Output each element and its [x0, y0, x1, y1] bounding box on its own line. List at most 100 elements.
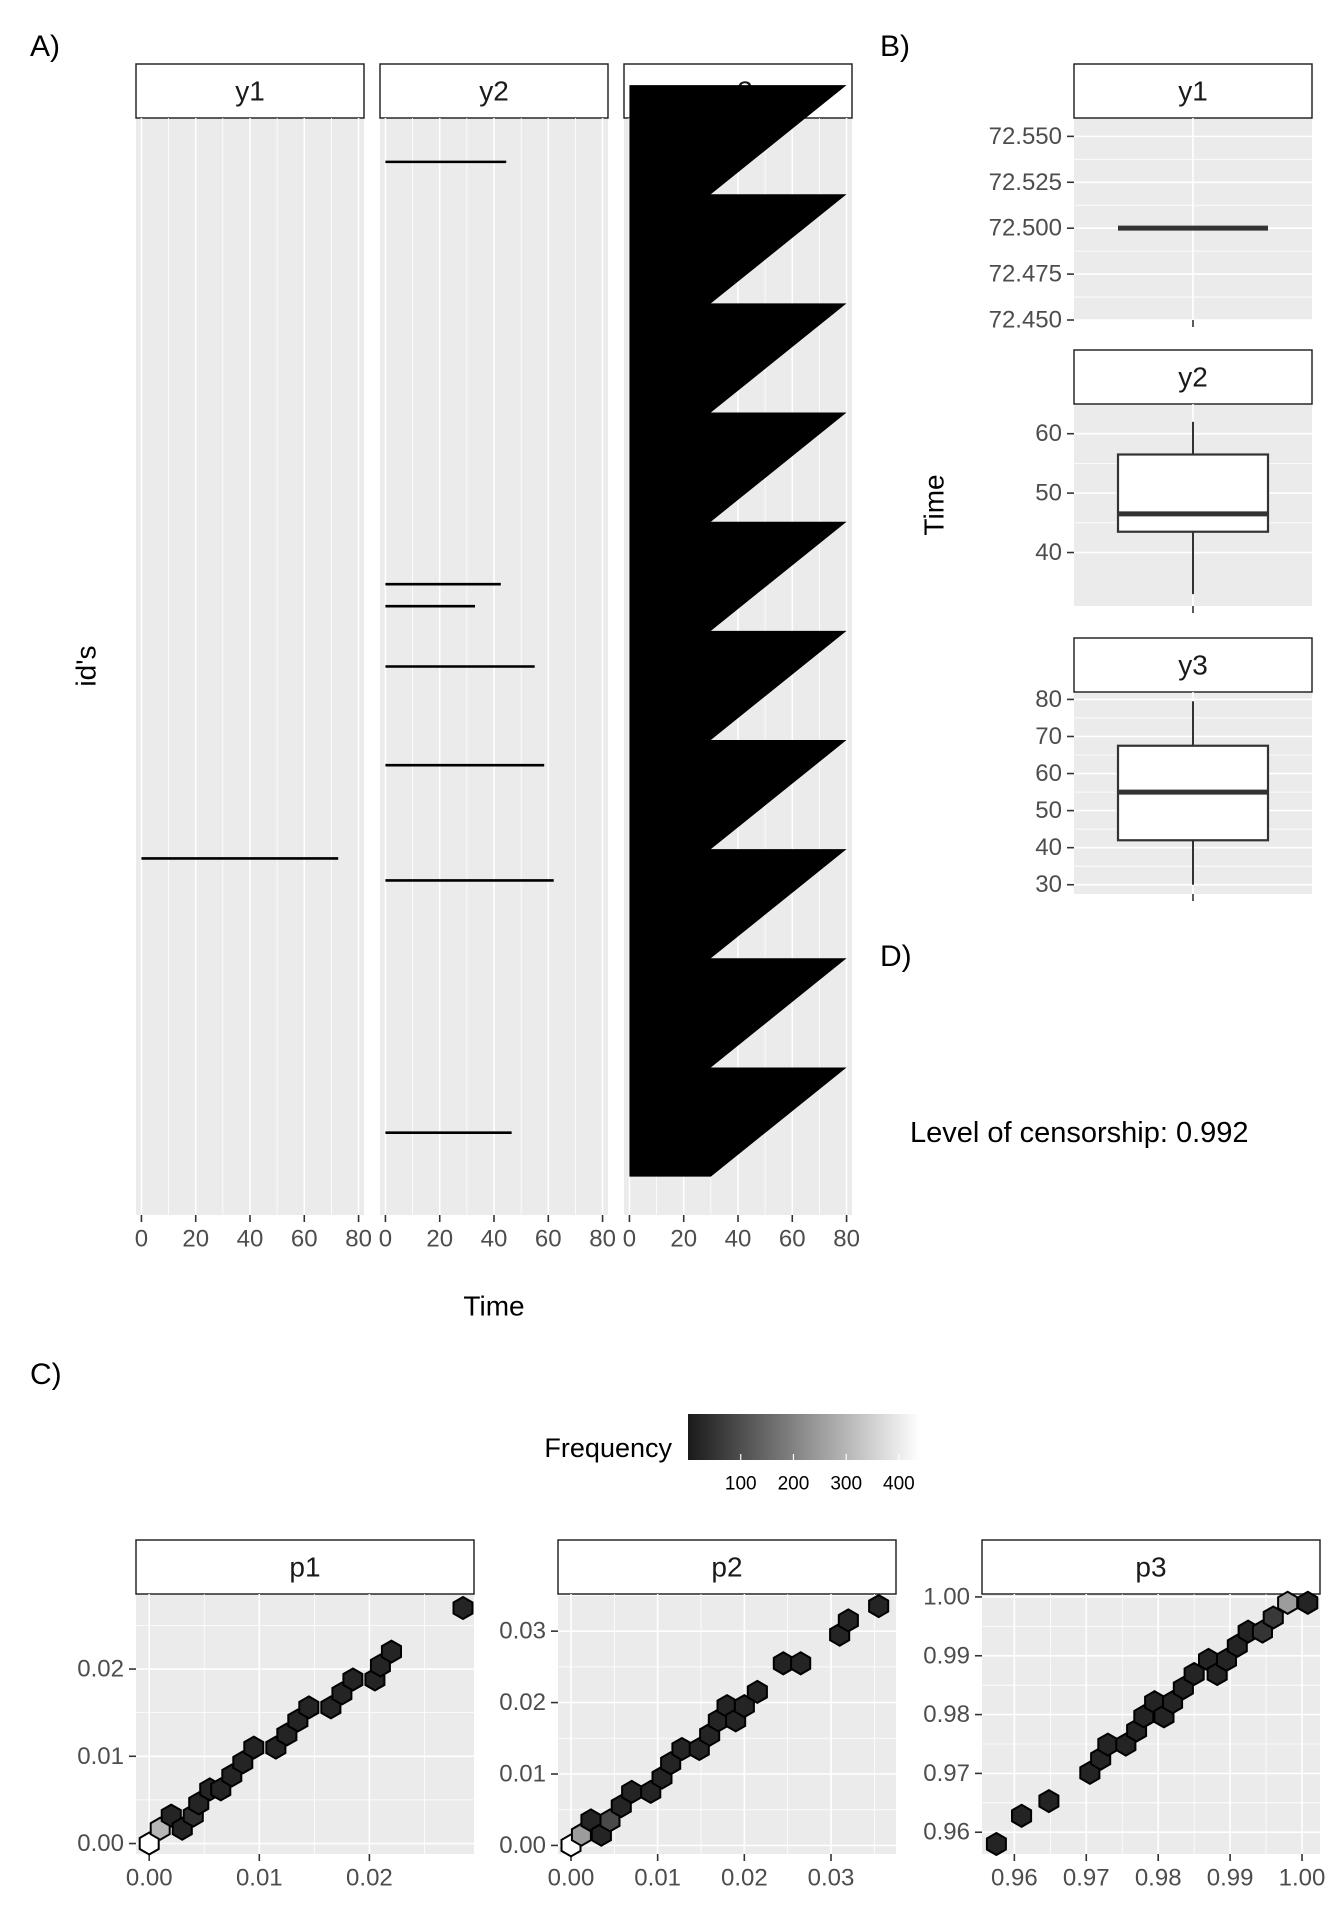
- x-tick-label-c-p1: 0.00: [126, 1865, 173, 1892]
- strip-a-y1: [135, 63, 365, 119]
- hexbin-p2: [790, 1651, 812, 1676]
- y-tick-label-b-y1: 72.550: [989, 123, 1062, 150]
- y-tick-label-c-p2: 0.00: [499, 1832, 546, 1859]
- legend-title: Frequency: [544, 1433, 672, 1463]
- hexbin-p3: [1038, 1788, 1060, 1814]
- y-tick-label-c-p3: 0.99: [923, 1642, 970, 1669]
- y-tick-label-c-p3: 1.00: [923, 1583, 970, 1610]
- x-tick-label-c-p3: 1.00: [1279, 1865, 1326, 1892]
- x-tick-label-c-p1: 0.02: [346, 1865, 393, 1892]
- y-tick-label-b-y3: 30: [1035, 871, 1062, 898]
- strip-label-b-y2: y2: [1178, 362, 1208, 393]
- x-tick-label-c-p2: 0.01: [634, 1865, 681, 1892]
- legend-colorbar: [688, 1414, 920, 1460]
- y-tick-label-b-y3: 80: [1035, 686, 1062, 713]
- x-tick-label-a-y1: 20: [182, 1226, 209, 1253]
- x-tick-label-a-y1: 80: [345, 1226, 372, 1253]
- hexbin-p1: [380, 1639, 402, 1664]
- x-axis-title-a: Time: [463, 1291, 524, 1322]
- hexbin-p1: [243, 1735, 265, 1760]
- x-tick-label-c-p2: 0.00: [548, 1865, 595, 1892]
- strip-label-b-y3: y3: [1178, 650, 1208, 681]
- hexbin-p2: [772, 1651, 794, 1676]
- y-tick-label-c-p3: 0.96: [923, 1819, 970, 1846]
- legend-tick-label: 300: [830, 1474, 862, 1495]
- x-tick-label-a-y2: 20: [426, 1226, 453, 1253]
- y-tick-label-b-y2: 50: [1035, 480, 1062, 507]
- y-tick-label-c-p2: 0.01: [499, 1761, 546, 1788]
- x-tick-label-c-p2: 0.02: [721, 1865, 768, 1892]
- x-tick-label-a-y2: 0: [379, 1226, 392, 1253]
- chart-b-boxplots: y1 72.450 72.475 72.500 72.525 72.550 y2 40 50 60…: [919, 63, 1313, 901]
- tag-c: C): [30, 1358, 62, 1391]
- tag-a: A): [30, 30, 60, 63]
- tag-d: D): [880, 940, 912, 973]
- y-tick-label-c-p3: 0.98: [923, 1701, 970, 1728]
- strip-label-c-p3: p3: [1135, 1552, 1166, 1583]
- x-tick-label-c-p1: 0.01: [236, 1865, 283, 1892]
- y-tick-label-b-y3: 40: [1035, 834, 1062, 861]
- segment-band-y3: [629, 85, 847, 1177]
- hexbin-p2: [671, 1736, 693, 1762]
- x-tick-label-a-y3: 0: [623, 1226, 636, 1253]
- legend-tick-label: 100: [725, 1474, 757, 1495]
- strip-b-y2: [1073, 349, 1313, 405]
- y-tick-label-b-y3: 70: [1035, 723, 1062, 750]
- x-tick-label-a-y2: 40: [481, 1226, 508, 1253]
- y-tick-label-b-y2: 60: [1035, 420, 1062, 447]
- y-axis-title-a: id's: [71, 645, 102, 686]
- hexbin-p3: [1011, 1803, 1033, 1828]
- hexbin-p2: [868, 1593, 890, 1619]
- y-tick-label-b-y1: 72.500: [989, 215, 1062, 242]
- x-tick-label-a-y3: 40: [725, 1226, 752, 1253]
- x-tick-label-a-y1: 0: [135, 1226, 148, 1253]
- x-tick-label-a-y1: 40: [237, 1226, 264, 1253]
- y-tick-label-c-p1: 0.00: [77, 1830, 124, 1857]
- strip-label-b-y1: y1: [1178, 76, 1208, 107]
- hexbin-p2: [746, 1679, 768, 1705]
- y-tick-label-c-p2: 0.03: [499, 1618, 546, 1645]
- x-tick-label-c-p3: 0.96: [991, 1865, 1038, 1892]
- y-tick-label-b-y2: 40: [1035, 539, 1062, 566]
- y-tick-label-c-p2: 0.02: [499, 1689, 546, 1716]
- x-tick-label-a-y2: 60: [535, 1226, 562, 1253]
- x-tick-label-c-p2: 0.03: [808, 1865, 855, 1892]
- strip-c-p3: [981, 1539, 1321, 1595]
- y-tick-label-b-y3: 60: [1035, 760, 1062, 787]
- strip-a-y2: [379, 63, 609, 119]
- strip-label-c-p2: p2: [711, 1552, 742, 1583]
- hexbin-p3: [985, 1831, 1007, 1857]
- strip-label-a-y2: y2: [479, 76, 509, 107]
- y-tick-label-b-y3: 50: [1035, 797, 1062, 824]
- strip-b-y3: [1073, 637, 1313, 693]
- x-tick-label-a-y3: 20: [670, 1226, 697, 1253]
- legend-tick-label: 200: [778, 1474, 810, 1495]
- strip-c-p2: [557, 1539, 897, 1595]
- hexbin-p3: [1277, 1590, 1299, 1615]
- x-tick-label-c-p3: 0.99: [1207, 1865, 1254, 1892]
- y-tick-label-c-p1: 0.01: [77, 1743, 124, 1770]
- y-tick-label-b-y1: 72.475: [989, 261, 1062, 288]
- strip-c-p1: [135, 1539, 475, 1595]
- hexbin-p1: [342, 1667, 364, 1692]
- y-tick-label-c-p1: 0.02: [77, 1656, 124, 1683]
- legend-tick-label: 400: [883, 1474, 915, 1495]
- hexbin-p3: [1297, 1590, 1319, 1615]
- censorship-note: Level of censorship: 0.992: [910, 1117, 1249, 1149]
- strip-label-a-y1: y1: [235, 76, 265, 107]
- x-tick-label-c-p3: 0.97: [1063, 1865, 1110, 1892]
- box-y2: [1116, 453, 1270, 533]
- tag-b: B): [880, 30, 910, 63]
- chart-a-timelines: y1020406080y2020406080y3020406080Timeid'…: [71, 63, 860, 1322]
- y-tick-label-b-y1: 72.525: [989, 169, 1062, 196]
- hexbin-p1: [298, 1695, 320, 1720]
- hexbin-p3: [1097, 1732, 1119, 1757]
- x-tick-label-c-p3: 0.98: [1135, 1865, 1182, 1892]
- y-tick-label-b-y1: 72.450: [989, 307, 1062, 334]
- hexbin-p2: [837, 1608, 859, 1633]
- y-tick-label-c-p3: 0.97: [923, 1760, 970, 1787]
- strip-label-c-p1: p1: [289, 1552, 320, 1583]
- hexbin-p1: [452, 1595, 474, 1621]
- x-tick-label-a-y3: 60: [779, 1226, 806, 1253]
